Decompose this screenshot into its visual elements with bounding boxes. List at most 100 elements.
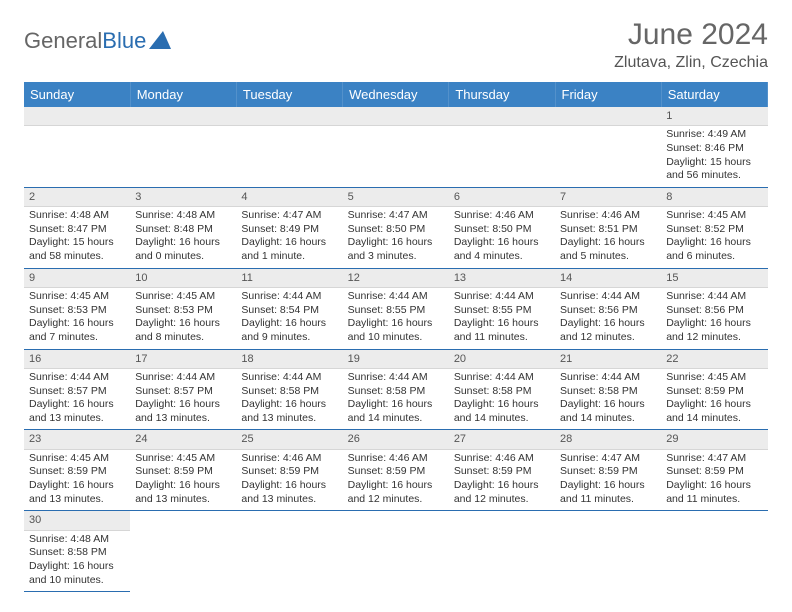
calendar-cell	[130, 107, 236, 187]
calendar-cell: 5Sunrise: 4:47 AMSunset: 8:50 PMDaylight…	[343, 187, 449, 268]
day-number: 27	[449, 430, 555, 449]
day-sunset: Sunset: 8:56 PM	[560, 304, 656, 318]
day-sunrise: Sunrise: 4:48 AM	[29, 209, 125, 223]
day-sunrise: Sunrise: 4:46 AM	[454, 452, 550, 466]
day-sunrise: Sunrise: 4:47 AM	[348, 209, 444, 223]
day-sunrise: Sunrise: 4:46 AM	[348, 452, 444, 466]
day-sunrise: Sunrise: 4:44 AM	[454, 371, 550, 385]
day-sunset: Sunset: 8:52 PM	[666, 223, 762, 237]
calendar-cell: 2 Sunrise: 4:48 AMSunset: 8:47 PMDaylight…	[24, 187, 130, 268]
day-sunrise: Sunrise: 4:45 AM	[29, 290, 125, 304]
calendar-cell: 7Sunrise: 4:46 AMSunset: 8:51 PMDaylight…	[555, 187, 661, 268]
day-sunrise: Sunrise: 4:44 AM	[241, 290, 337, 304]
day-sunset: Sunset: 8:58 PM	[29, 546, 125, 560]
day-sunrise: Sunrise: 4:47 AM	[560, 452, 656, 466]
day-daylight: Daylight: 16 hours and 13 minutes.	[241, 398, 337, 425]
calendar-cell: 10Sunrise: 4:45 AMSunset: 8:53 PMDayligh…	[130, 268, 236, 349]
calendar-cell: 24Sunrise: 4:45 AMSunset: 8:59 PMDayligh…	[130, 430, 236, 511]
day-number: 13	[449, 269, 555, 288]
day-number: 15	[661, 269, 767, 288]
day-daylight: Daylight: 16 hours and 13 minutes.	[29, 398, 125, 425]
day-header: Saturday	[661, 82, 767, 107]
day-number: 23	[24, 430, 130, 449]
day-daylight: Daylight: 16 hours and 4 minutes.	[454, 236, 550, 263]
day-sunset: Sunset: 8:57 PM	[29, 385, 125, 399]
day-sunrise: Sunrise: 4:47 AM	[241, 209, 337, 223]
day-sunrise: Sunrise: 4:48 AM	[135, 209, 231, 223]
day-daylight: Daylight: 16 hours and 10 minutes.	[348, 317, 444, 344]
day-number: 12	[343, 269, 449, 288]
calendar-cell: 22Sunrise: 4:45 AMSunset: 8:59 PMDayligh…	[661, 349, 767, 430]
day-number: 6	[449, 188, 555, 207]
day-number: 18	[236, 350, 342, 369]
day-number: 11	[236, 269, 342, 288]
day-sunrise: Sunrise: 4:44 AM	[348, 371, 444, 385]
day-sunset: Sunset: 8:47 PM	[29, 223, 125, 237]
calendar-cell: 20Sunrise: 4:44 AMSunset: 8:58 PMDayligh…	[449, 349, 555, 430]
brand-second: Blue	[102, 28, 146, 54]
calendar-cell: 13Sunrise: 4:44 AMSunset: 8:55 PMDayligh…	[449, 268, 555, 349]
day-sunrise: Sunrise: 4:44 AM	[560, 290, 656, 304]
day-number: 2	[24, 188, 130, 207]
day-sunrise: Sunrise: 4:48 AM	[29, 533, 125, 547]
header: GeneralBlue June 2024 Zlutava, Zlin, Cze…	[24, 18, 768, 72]
sail-icon	[149, 31, 171, 49]
day-daylight: Daylight: 16 hours and 1 minute.	[241, 236, 337, 263]
calendar-cell	[130, 511, 236, 592]
calendar-cell: 26Sunrise: 4:46 AMSunset: 8:59 PMDayligh…	[343, 430, 449, 511]
day-number: 26	[343, 430, 449, 449]
page-title: June 2024	[614, 18, 768, 52]
day-number: 21	[555, 350, 661, 369]
day-number: 3	[130, 188, 236, 207]
day-daylight: Daylight: 16 hours and 12 minutes.	[666, 317, 762, 344]
day-sunset: Sunset: 8:59 PM	[666, 385, 762, 399]
day-number: 5	[343, 188, 449, 207]
calendar-cell: 9Sunrise: 4:45 AMSunset: 8:53 PMDaylight…	[24, 268, 130, 349]
day-daylight: Daylight: 16 hours and 14 minutes.	[348, 398, 444, 425]
day-sunset: Sunset: 8:57 PM	[135, 385, 231, 399]
calendar-week: 2Sunrise: 4:48 AMSunset: 8:47 PMDaylight…	[24, 187, 768, 268]
calendar-cell: 30Sunrise: 4:48 AMSunset: 8:58 PMDayligh…	[24, 511, 130, 592]
calendar-cell	[343, 107, 449, 187]
calendar-cell: 11Sunrise: 4:44 AMSunset: 8:54 PMDayligh…	[236, 268, 342, 349]
day-header: Wednesday	[343, 82, 449, 107]
day-number: 28	[555, 430, 661, 449]
day-sunrise: Sunrise: 4:46 AM	[560, 209, 656, 223]
day-sunset: Sunset: 8:55 PM	[454, 304, 550, 318]
brand-logo: GeneralBlue	[24, 28, 171, 54]
calendar-cell: 29Sunrise: 4:47 AMSunset: 8:59 PMDayligh…	[661, 430, 767, 511]
day-daylight: Daylight: 16 hours and 6 minutes.	[666, 236, 762, 263]
day-number: 30	[24, 511, 130, 530]
calendar-cell: 28Sunrise: 4:47 AMSunset: 8:59 PMDayligh…	[555, 430, 661, 511]
day-sunset: Sunset: 8:46 PM	[666, 142, 762, 156]
day-number: 7	[555, 188, 661, 207]
calendar-cell: 3Sunrise: 4:48 AMSunset: 8:48 PMDaylight…	[130, 187, 236, 268]
day-sunset: Sunset: 8:53 PM	[29, 304, 125, 318]
day-number: 24	[130, 430, 236, 449]
day-daylight: Daylight: 16 hours and 12 minutes.	[560, 317, 656, 344]
day-sunset: Sunset: 8:59 PM	[454, 465, 550, 479]
calendar-cell: 16Sunrise: 4:44 AMSunset: 8:57 PMDayligh…	[24, 349, 130, 430]
day-daylight: Daylight: 15 hours and 56 minutes.	[666, 156, 762, 183]
calendar-week: 1Sunrise: 4:49 AMSunset: 8:46 PMDaylight…	[24, 107, 768, 187]
calendar-cell: 12 Sunrise: 4:44 AMSunset: 8:55 PMDayligh…	[343, 268, 449, 349]
day-sunset: Sunset: 8:59 PM	[241, 465, 337, 479]
day-sunset: Sunset: 8:59 PM	[348, 465, 444, 479]
day-sunrise: Sunrise: 4:49 AM	[666, 128, 762, 142]
day-number: 20	[449, 350, 555, 369]
day-daylight: Daylight: 16 hours and 11 minutes.	[560, 479, 656, 506]
day-sunrise: Sunrise: 4:44 AM	[348, 290, 444, 304]
day-daylight: Daylight: 15 hours and 58 minutes.	[29, 236, 125, 263]
day-number-empty	[343, 107, 449, 126]
calendar-cell: 23Sunrise: 4:45 AMSunset: 8:59 PMDayligh…	[24, 430, 130, 511]
day-number: 22	[661, 350, 767, 369]
day-sunset: Sunset: 8:59 PM	[666, 465, 762, 479]
day-sunrise: Sunrise: 4:44 AM	[666, 290, 762, 304]
calendar-cell: 25Sunrise: 4:46 AMSunset: 8:59 PMDayligh…	[236, 430, 342, 511]
day-daylight: Daylight: 16 hours and 14 minutes.	[560, 398, 656, 425]
day-sunset: Sunset: 8:54 PM	[241, 304, 337, 318]
day-number: 17	[130, 350, 236, 369]
day-sunrise: Sunrise: 4:45 AM	[135, 290, 231, 304]
calendar-cell: 18Sunrise: 4:44 AMSunset: 8:58 PMDayligh…	[236, 349, 342, 430]
day-sunset: Sunset: 8:55 PM	[348, 304, 444, 318]
